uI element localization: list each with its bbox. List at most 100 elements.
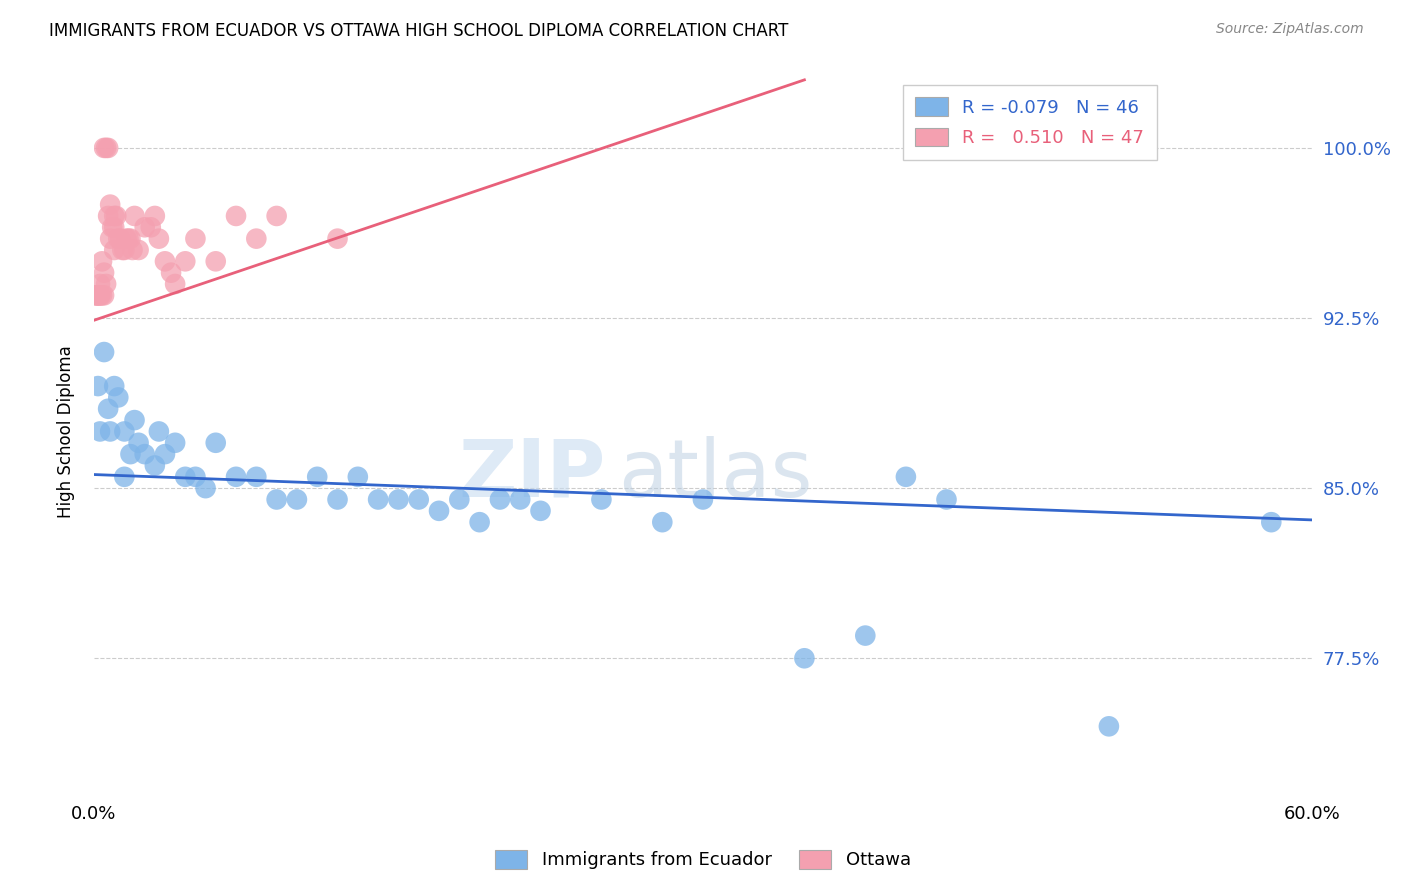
Point [468,515,491,529]
Point [120,447,142,461]
Point [529,504,551,518]
Point [89,288,111,302]
Point [307,470,329,484]
Point [148,232,170,246]
Point [84,288,107,302]
Point [449,492,471,507]
Point [266,209,288,223]
Point [112,470,135,484]
Point [120,232,142,246]
Point [110,232,132,246]
Point [591,492,613,507]
Point [204,254,226,268]
Point [103,220,125,235]
Text: Source: ZipAtlas.com: Source: ZipAtlas.com [1216,22,1364,37]
Point [103,379,125,393]
Point [266,492,288,507]
Point [793,651,815,665]
Point [98,232,121,246]
Point [367,492,389,507]
Point [117,232,139,246]
Point [143,209,166,223]
Point [245,470,267,484]
Point [89,425,111,439]
Point [103,209,125,223]
Point [98,425,121,439]
Point [112,243,135,257]
Legend: Immigrants from Ecuador, Ottawa: Immigrants from Ecuador, Ottawa [486,841,920,879]
Point [97,401,120,416]
Point [1260,515,1282,529]
Point [326,492,349,507]
Point [107,391,129,405]
Point [153,447,176,461]
Point [115,232,138,246]
Point [509,492,531,507]
Point [93,288,115,302]
Point [148,425,170,439]
Point [194,481,217,495]
Point [692,492,714,507]
Point [935,492,957,507]
Point [225,470,247,484]
Point [124,413,146,427]
Point [105,209,128,223]
Point [93,266,115,280]
Point [87,288,110,302]
Text: atlas: atlas [617,436,813,514]
Point [225,209,247,223]
Point [346,470,368,484]
Point [97,209,120,223]
Text: IMMIGRANTS FROM ECUADOR VS OTTAWA HIGH SCHOOL DIPLOMA CORRELATION CHART: IMMIGRANTS FROM ECUADOR VS OTTAWA HIGH S… [49,22,789,40]
Point [94,141,117,155]
Point [93,345,115,359]
Point [174,254,197,268]
Point [184,470,207,484]
Point [121,243,143,257]
Point [139,220,162,235]
Point [128,435,150,450]
Point [184,232,207,246]
Point [103,243,125,257]
Point [97,141,120,155]
Point [408,492,430,507]
Point [326,232,349,246]
Point [427,504,450,518]
Point [87,379,110,393]
Point [134,220,156,235]
Point [101,220,124,235]
Y-axis label: High School Diploma: High School Diploma [58,345,75,518]
Point [93,141,115,155]
Point [94,277,117,291]
Point [153,254,176,268]
Point [84,288,107,302]
Point [89,277,111,291]
Point [204,435,226,450]
Point [87,288,110,302]
Point [91,288,114,302]
Point [853,629,876,643]
Point [128,243,150,257]
Point [124,209,146,223]
Point [894,470,917,484]
Legend: R = -0.079   N = 46, R =   0.510   N = 47: R = -0.079 N = 46, R = 0.510 N = 47 [903,85,1157,160]
Point [1098,719,1121,733]
Point [98,197,121,211]
Point [111,243,134,257]
Point [107,232,129,246]
Text: ZIP: ZIP [458,436,606,514]
Point [285,492,308,507]
Point [165,277,187,291]
Point [165,435,187,450]
Point [245,232,267,246]
Point [651,515,673,529]
Point [134,447,156,461]
Point [143,458,166,473]
Point [174,470,197,484]
Point [160,266,183,280]
Point [489,492,512,507]
Point [89,288,111,302]
Point [91,254,114,268]
Point [387,492,409,507]
Point [112,425,135,439]
